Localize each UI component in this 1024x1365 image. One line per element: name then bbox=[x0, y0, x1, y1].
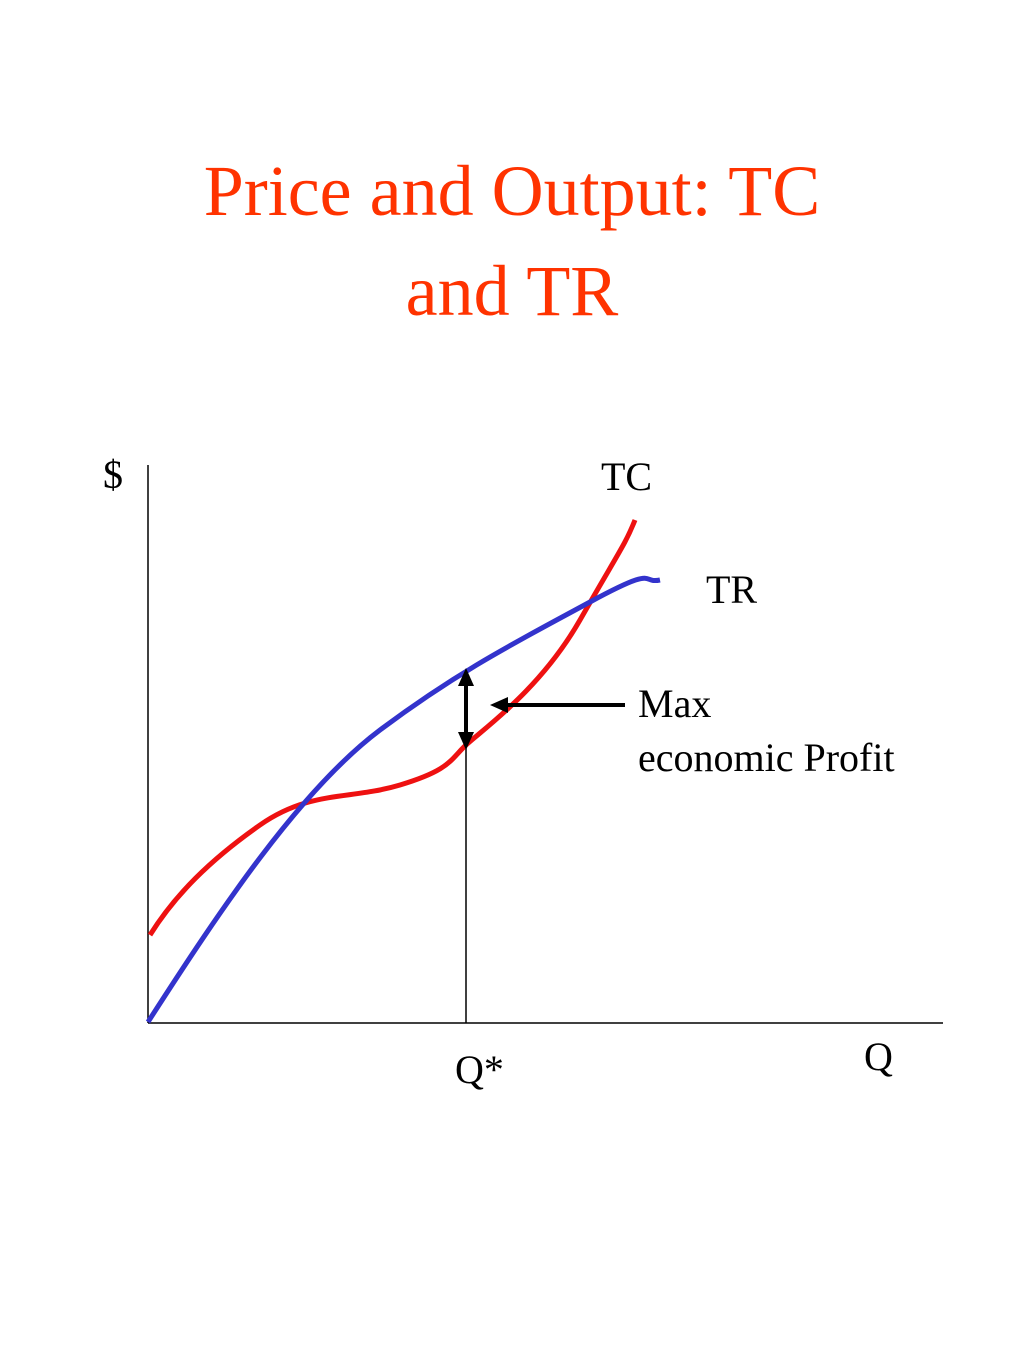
annotation-line: Max bbox=[638, 681, 711, 726]
pointer-arrow bbox=[490, 697, 625, 713]
annotation-line: economic Profit bbox=[638, 735, 895, 780]
tc-curve bbox=[147, 519, 638, 937]
tr-curve bbox=[145, 575, 661, 1024]
tc-label: TC bbox=[601, 454, 652, 499]
title-line: Price and Output: TC bbox=[204, 151, 821, 231]
profit-arrow bbox=[458, 668, 474, 750]
q-star-label: Q* bbox=[455, 1047, 504, 1092]
tr-label: TR bbox=[706, 567, 757, 612]
title-line: and TR bbox=[406, 251, 619, 331]
x-axis-label: Q bbox=[864, 1034, 893, 1079]
y-axis-label: $ bbox=[103, 452, 123, 497]
